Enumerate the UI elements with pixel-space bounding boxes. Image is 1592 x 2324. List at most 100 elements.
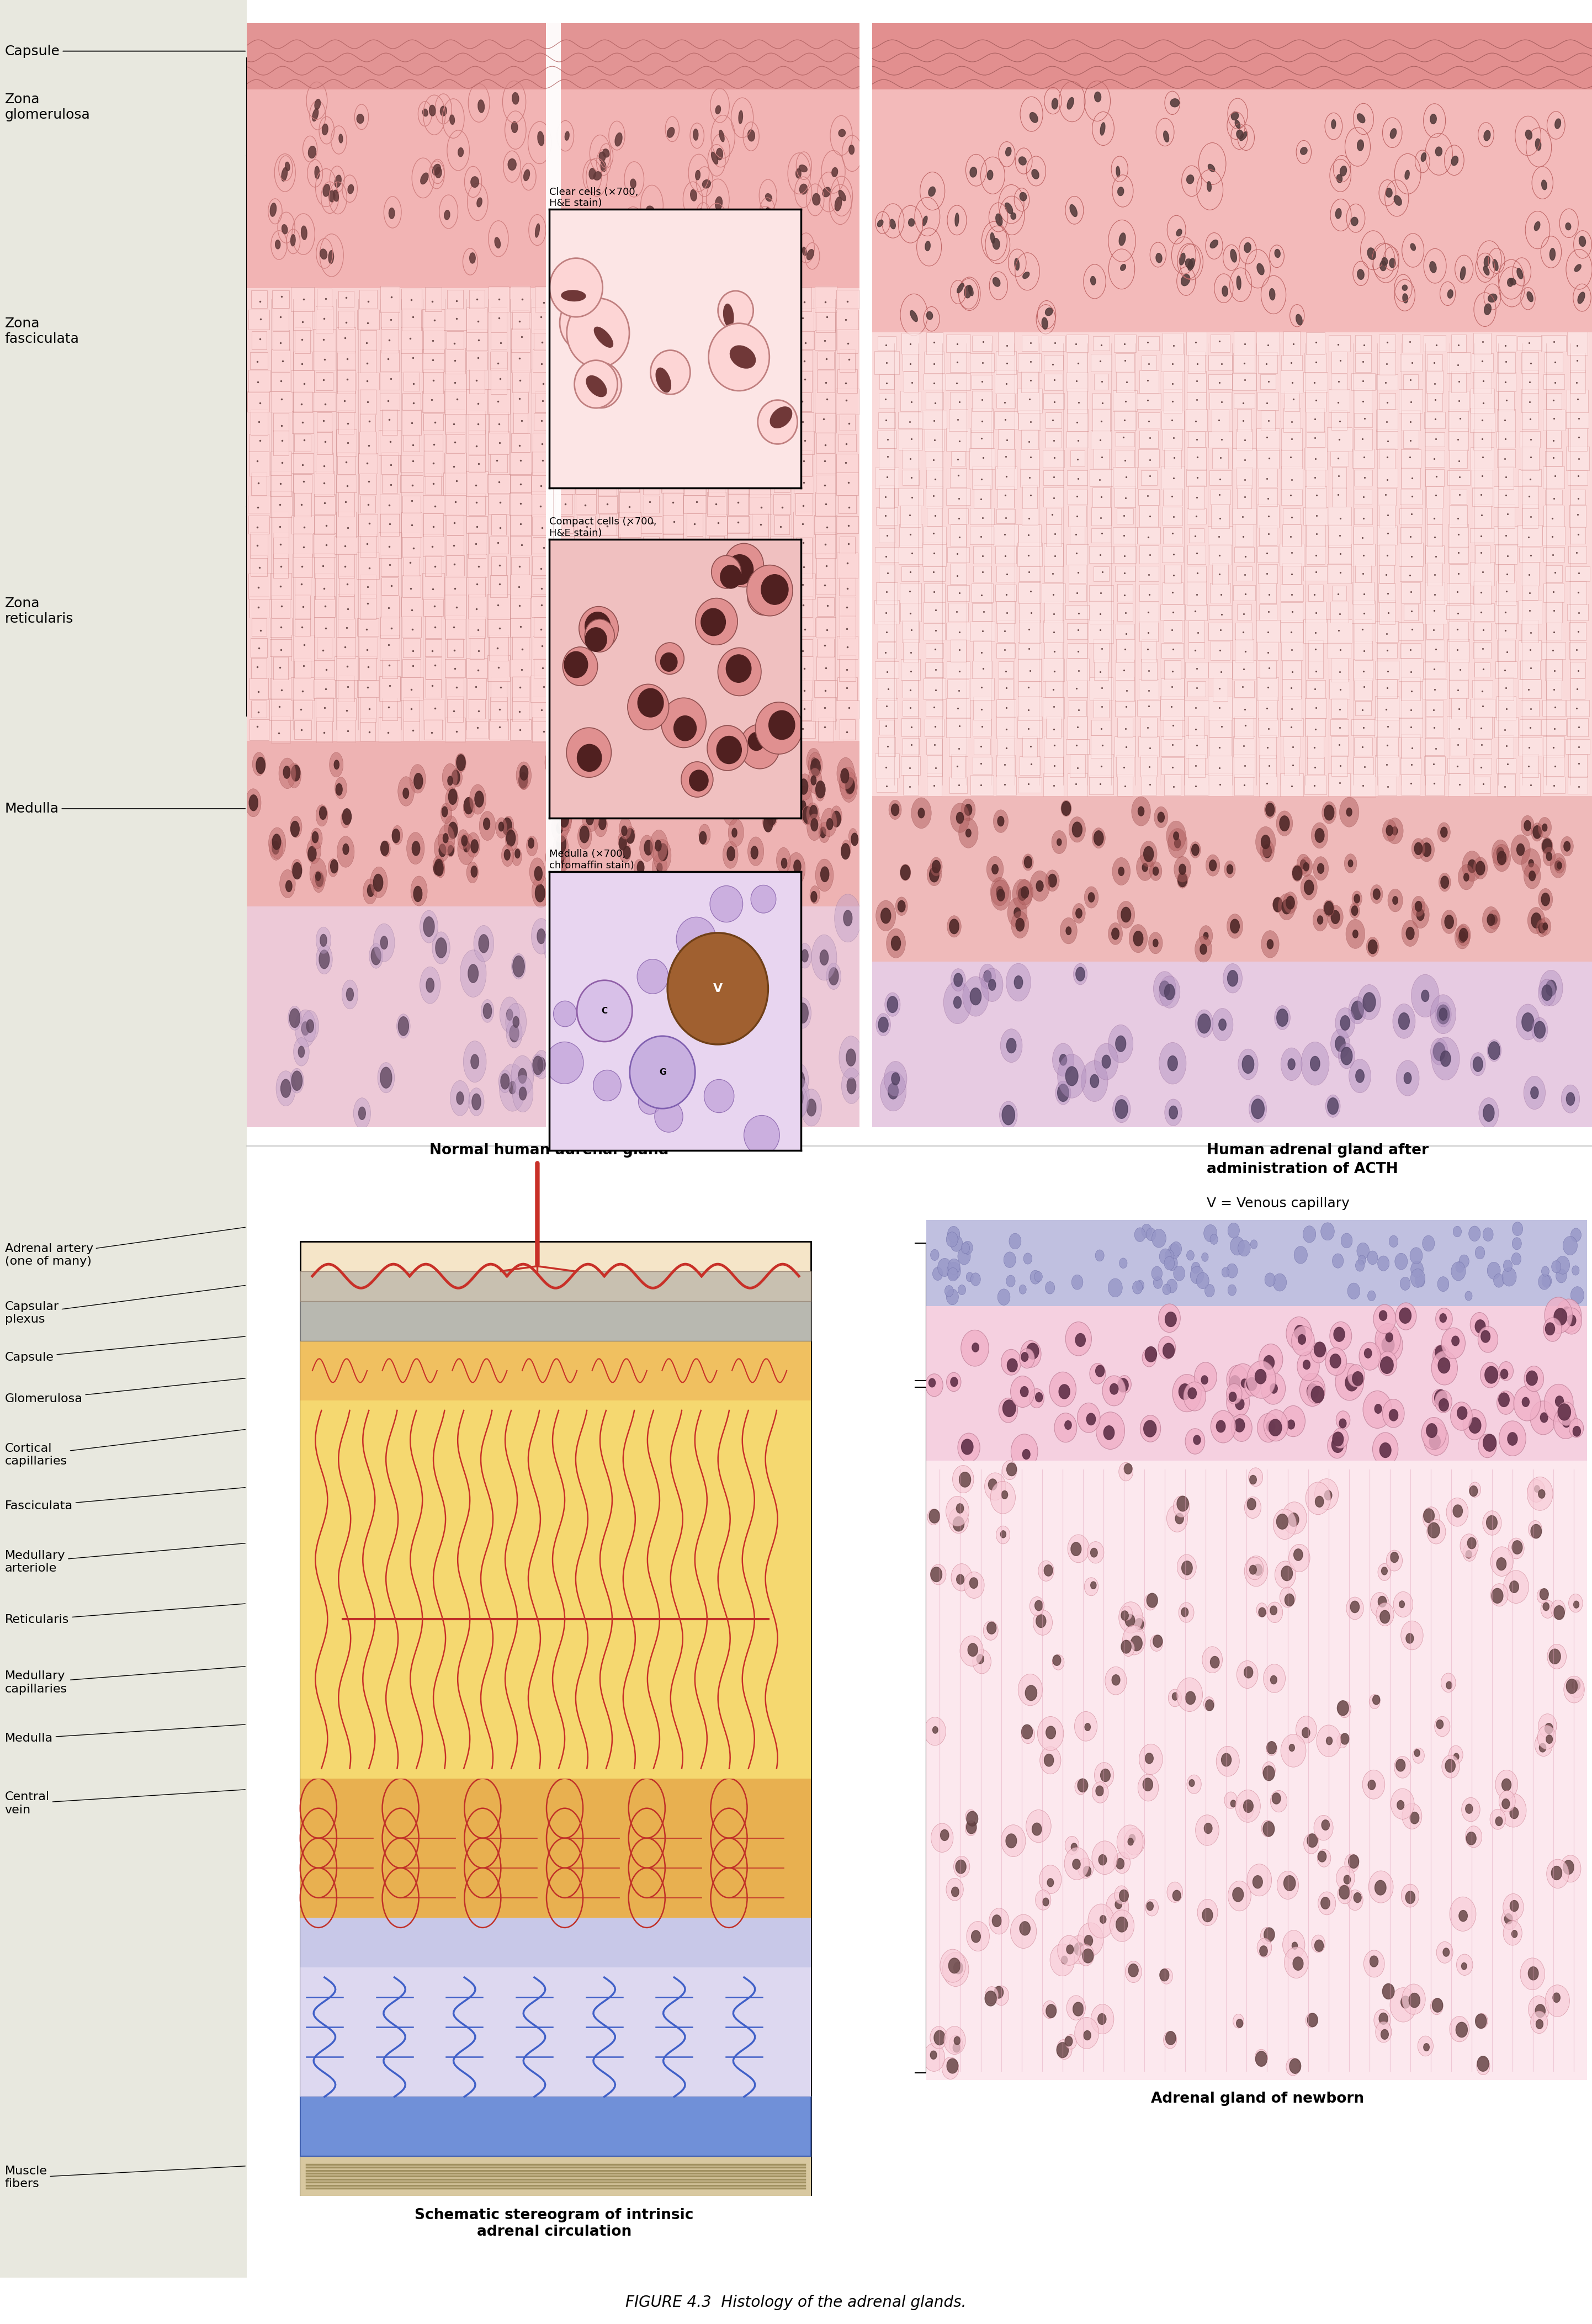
Circle shape — [1105, 1666, 1127, 1694]
Circle shape — [1262, 844, 1272, 858]
Circle shape — [1412, 897, 1425, 916]
Bar — [1543, 409, 1565, 430]
Circle shape — [435, 858, 444, 876]
Bar — [665, 595, 681, 618]
Bar — [665, 576, 681, 595]
Bar — [1517, 525, 1543, 546]
Bar — [1043, 658, 1065, 681]
Bar — [707, 676, 728, 702]
Bar — [1138, 449, 1159, 467]
Circle shape — [973, 1343, 979, 1353]
Ellipse shape — [1447, 290, 1453, 297]
Bar — [1307, 332, 1325, 353]
Bar — [1046, 507, 1060, 525]
Bar — [269, 618, 291, 637]
Circle shape — [751, 1071, 759, 1085]
Circle shape — [1374, 1304, 1396, 1334]
Bar — [750, 469, 771, 497]
Bar — [317, 432, 333, 453]
Bar — [1113, 467, 1137, 488]
Bar — [338, 637, 355, 658]
Bar — [837, 328, 858, 353]
Bar — [772, 453, 791, 472]
Bar — [578, 718, 594, 741]
Circle shape — [1423, 1508, 1434, 1522]
Circle shape — [942, 1952, 970, 1987]
Bar — [901, 449, 920, 469]
Bar — [729, 409, 748, 435]
Bar — [664, 493, 683, 516]
Circle shape — [538, 1057, 546, 1071]
Circle shape — [696, 597, 737, 644]
Circle shape — [1503, 1571, 1528, 1604]
Bar — [554, 637, 573, 658]
Bar — [901, 755, 920, 776]
Circle shape — [673, 716, 696, 741]
Bar — [1208, 430, 1232, 449]
Bar — [315, 472, 334, 497]
Circle shape — [1118, 902, 1135, 927]
Bar — [1474, 581, 1492, 604]
Circle shape — [527, 837, 538, 855]
Bar — [997, 644, 1016, 658]
Bar — [1498, 676, 1514, 700]
Circle shape — [1436, 1720, 1444, 1729]
Circle shape — [810, 885, 820, 904]
Bar — [925, 428, 944, 451]
Bar — [1137, 393, 1161, 409]
Ellipse shape — [1403, 286, 1407, 290]
Bar — [1186, 332, 1207, 356]
Bar — [793, 618, 815, 637]
Bar — [728, 493, 748, 516]
Bar — [1449, 565, 1468, 583]
Bar — [1258, 546, 1278, 562]
Bar — [1116, 432, 1135, 446]
Bar — [1474, 641, 1492, 658]
Circle shape — [533, 1055, 543, 1074]
Circle shape — [1119, 1889, 1129, 1901]
Bar — [1213, 449, 1227, 469]
Bar — [422, 309, 444, 330]
Bar — [640, 555, 662, 576]
Circle shape — [1348, 1060, 1371, 1092]
Bar — [1259, 583, 1277, 604]
Bar — [301, 2157, 810, 2196]
Bar — [380, 495, 400, 514]
Circle shape — [1544, 1297, 1573, 1334]
Circle shape — [630, 1037, 696, 1109]
Circle shape — [1495, 1817, 1503, 1827]
Bar — [1474, 332, 1492, 353]
Bar — [772, 718, 791, 741]
Ellipse shape — [667, 128, 675, 137]
Bar — [619, 330, 640, 351]
Bar — [1138, 679, 1159, 700]
Bar — [794, 349, 812, 372]
Circle shape — [1387, 818, 1403, 844]
Bar — [1423, 755, 1446, 776]
Circle shape — [549, 937, 560, 955]
Circle shape — [1304, 1834, 1320, 1855]
Circle shape — [1317, 1724, 1340, 1757]
Circle shape — [654, 762, 670, 792]
Circle shape — [1025, 1685, 1036, 1701]
Circle shape — [307, 839, 322, 865]
Circle shape — [411, 876, 427, 906]
Circle shape — [1084, 885, 1098, 909]
Bar — [422, 349, 444, 372]
Bar — [1449, 679, 1468, 700]
Circle shape — [1057, 1055, 1086, 1099]
Circle shape — [728, 927, 737, 944]
Bar — [1331, 720, 1348, 734]
Circle shape — [1434, 1390, 1452, 1413]
Bar — [1094, 639, 1110, 662]
Bar — [1331, 737, 1348, 755]
Circle shape — [1481, 1332, 1490, 1343]
Circle shape — [1503, 1894, 1524, 1920]
Bar — [621, 700, 638, 720]
Bar — [971, 409, 993, 432]
Circle shape — [686, 988, 710, 1016]
Circle shape — [1473, 858, 1487, 878]
Circle shape — [707, 769, 720, 792]
Bar — [1116, 623, 1134, 639]
Circle shape — [374, 874, 384, 892]
